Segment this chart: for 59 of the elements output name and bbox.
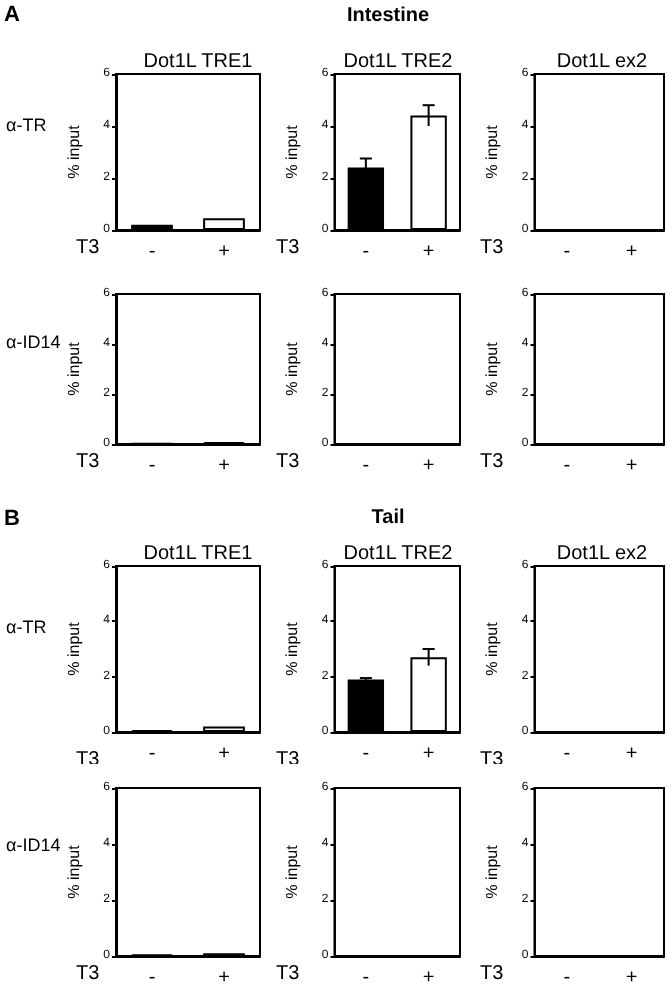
- x-tick-label: -: [148, 967, 156, 989]
- x-axis-title: T3: [276, 451, 301, 473]
- x-tick-label: +: [218, 241, 231, 263]
- x-axis-title: T3: [76, 237, 101, 259]
- x-tick-label: -: [563, 967, 571, 989]
- y-axis-title: % input: [283, 843, 301, 899]
- x-axis-title: T3: [76, 451, 101, 473]
- chart-title: Dot1L ex2: [556, 51, 649, 73]
- text: Tail: [371, 507, 405, 529]
- text: α-ID14: [6, 835, 61, 855]
- y-axis-title: % input: [483, 123, 501, 179]
- y-axis-title: % input: [64, 620, 83, 676]
- x-tick-label: -: [563, 743, 571, 765]
- x-tick-label: -: [148, 455, 156, 477]
- x-tick-label: -: [148, 241, 156, 263]
- x-tick-label: -: [362, 241, 370, 263]
- x-axis-title: T3: [276, 237, 301, 259]
- x-tick-label: -: [563, 241, 571, 263]
- x-axis-title: T3: [480, 451, 505, 473]
- x-axis-title: T3: [76, 963, 101, 985]
- x-tick-label: -: [362, 455, 370, 477]
- chart-title: Dot1L TRE1: [143, 51, 254, 73]
- x-tick-label: +: [422, 241, 435, 263]
- text: Intestine: [346, 5, 430, 27]
- chart-title: Dot1L TRE1: [143, 543, 254, 565]
- y-axis-title: % input: [283, 620, 301, 676]
- x-tick-label: +: [218, 455, 231, 477]
- y-axis-title: % input: [483, 340, 501, 396]
- x-tick-label: +: [218, 743, 231, 765]
- y-axis-title: % input: [483, 843, 501, 899]
- x-axis-title: T3: [276, 963, 301, 985]
- text: B: [4, 507, 20, 531]
- x-tick-label: +: [218, 967, 231, 989]
- x-tick-label: -: [148, 743, 156, 765]
- chart-title: Dot1L ex2: [556, 543, 649, 565]
- text: α-TR: [6, 617, 48, 637]
- y-axis-title: % input: [64, 340, 83, 396]
- x-tick-label: +: [422, 743, 435, 765]
- text: α-TR: [6, 115, 48, 135]
- x-tick-label: -: [362, 743, 370, 765]
- x-axis-title: T3: [480, 237, 505, 259]
- chart-title: Dot1L TRE2: [343, 51, 454, 73]
- text: A: [4, 3, 20, 27]
- x-tick-label: +: [625, 241, 638, 263]
- x-tick-label: +: [422, 967, 435, 989]
- chart-title: Dot1L TRE2: [343, 543, 454, 565]
- x-tick-label: +: [625, 967, 638, 989]
- x-tick-label: +: [625, 743, 638, 765]
- x-tick-label: +: [625, 455, 638, 477]
- text: α-ID14: [6, 332, 61, 352]
- x-tick-label: -: [362, 967, 370, 989]
- y-axis-title: % input: [64, 843, 83, 899]
- y-axis-title: % input: [283, 340, 301, 396]
- y-axis-title: % input: [283, 123, 301, 179]
- y-axis-title: % input: [483, 620, 501, 676]
- x-tick-label: -: [563, 455, 571, 477]
- x-axis-title: T3: [480, 963, 505, 985]
- x-tick-label: +: [422, 455, 435, 477]
- y-axis-title: % input: [64, 123, 83, 179]
